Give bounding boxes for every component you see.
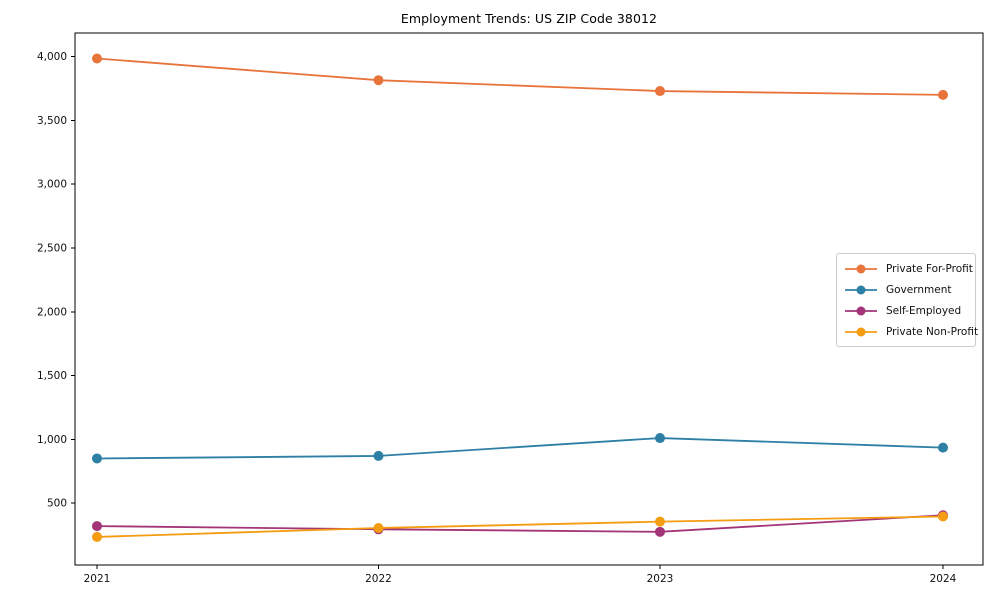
plot-border (74, 32, 984, 566)
x-axis-tick-label: 2024 (930, 573, 957, 585)
data-point-government (92, 453, 102, 464)
y-axis-tick-label: 4,000 (37, 51, 67, 63)
data-point-private-for-profit (92, 53, 102, 64)
series-line-private-non-profit (96, 515, 944, 538)
x-axis-tick-label: 2023 (647, 573, 674, 585)
legend-entry: Self-Employed (843, 301, 969, 321)
x-axis-tick-label: 2021 (84, 573, 111, 585)
data-point-government (655, 433, 665, 444)
series-line-self-employed (96, 514, 944, 533)
y-axis-tick-label: 3,500 (37, 115, 67, 127)
chart-title: Employment Trends: US ZIP Code 38012 (400, 11, 658, 26)
y-axis-tick-label: 1,500 (37, 370, 67, 382)
legend-label: Private Non-Profit (886, 325, 979, 338)
data-point-private-non-profit (92, 531, 102, 542)
legend-marker-icon (845, 327, 877, 336)
legend-entry: Government (843, 280, 969, 300)
y-axis-tick-label: 1,000 (37, 434, 67, 446)
legend-marker-icon (845, 264, 877, 273)
y-axis-tick-label: 500 (47, 498, 67, 510)
data-point-private-for-profit (938, 89, 948, 100)
legend-marker-icon (845, 285, 877, 294)
legend-label: Private For-Profit (886, 262, 973, 275)
legend-entry: Private Non-Profit (843, 322, 978, 342)
y-axis-tick-label: 2,000 (37, 306, 67, 318)
legend-marker-icon (845, 306, 877, 315)
data-point-government (938, 442, 948, 453)
x-axis-tick-label: 2022 (365, 573, 392, 585)
legend: Private For-Profit Government Self-Emplo… (836, 253, 978, 347)
legend-label: Government (886, 283, 952, 296)
series-line-private-for-profit (96, 57, 944, 96)
data-point-private-for-profit (373, 75, 384, 86)
data-point-private-non-profit (938, 511, 948, 522)
y-axis-tick-label: 2,500 (37, 242, 67, 254)
y-axis-tick-label: 3,000 (37, 179, 67, 191)
data-point-private-for-profit (655, 86, 665, 97)
legend-label: Self-Employed (886, 304, 962, 317)
series-line-government (96, 437, 944, 460)
data-point-government (373, 450, 384, 461)
data-point-private-non-profit (373, 523, 384, 534)
legend-entry: Private For-Profit (843, 259, 973, 279)
data-point-self-employed (655, 526, 665, 537)
data-point-private-non-profit (655, 516, 665, 527)
data-point-self-employed (92, 521, 102, 532)
